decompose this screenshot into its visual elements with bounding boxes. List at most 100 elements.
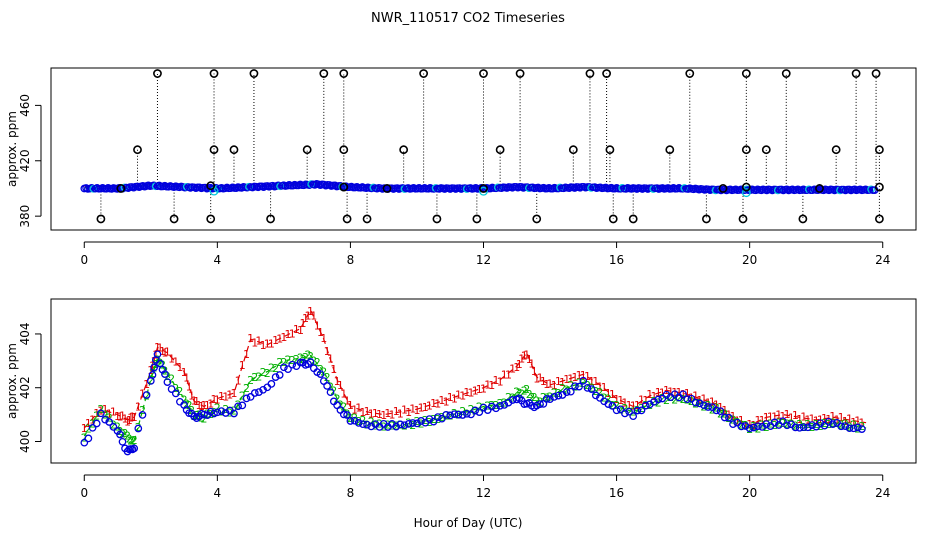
- bottom-series-1-point: 1: [746, 418, 753, 431]
- bottom-series-1-point: 1: [196, 399, 203, 412]
- bottom-series-2-point: 2: [730, 414, 737, 427]
- bottom-series-1-point: 1: [124, 416, 131, 429]
- bottom-series-1-point: 1: [713, 398, 720, 411]
- top-x-tick-label: 16: [609, 253, 624, 267]
- bottom-series-3-point: [354, 419, 363, 427]
- bottom-series-1-point: 1: [368, 407, 375, 420]
- bottom-series-2-point: 2: [642, 399, 649, 412]
- bottom-series-3-point: [116, 430, 124, 439]
- bottom-series-2-point: 2: [255, 371, 262, 384]
- bottom-series-1-point: 1: [364, 405, 371, 418]
- bottom-series-2-point: 2: [455, 409, 462, 422]
- bottom-series-3-point: [704, 403, 712, 411]
- top-x-tick-label: 12: [476, 253, 491, 267]
- bottom-series-2-point: 2: [251, 371, 258, 384]
- top-outlier-point: [495, 145, 505, 155]
- top-outlier-point: [741, 69, 751, 78]
- top-outlier-point: [605, 145, 615, 155]
- bottom-series-3-point: [853, 423, 862, 432]
- bottom-series-2-point: 2: [596, 386, 603, 399]
- bottom-series-2-point: 2: [759, 418, 766, 431]
- bottom-series-3-point: [271, 373, 280, 381]
- bottom-series-1-point: 1: [164, 346, 171, 359]
- bottom-series-1-point: 1: [85, 417, 92, 430]
- bottom-series-1-point: 1: [680, 388, 687, 401]
- bottom-series-1-point: 1: [784, 408, 791, 421]
- top-outlier-point: [432, 214, 442, 224]
- bottom-series-3-point: [824, 417, 833, 426]
- bottom-series-2-point: 2: [531, 391, 538, 404]
- top-x-tick-label: 8: [347, 253, 355, 267]
- bottom-series-2-point: 2: [476, 401, 483, 414]
- bottom-series-2-point: 2: [705, 399, 712, 412]
- bottom-series-2-line: [83, 354, 867, 443]
- bottom-series-3-point: [450, 410, 459, 419]
- bottom-series-1-point: 1: [302, 312, 309, 325]
- bottom-series-1-point: 1: [484, 379, 491, 392]
- top-outlier-point: [718, 184, 728, 193]
- bottom-series-1-point: 1: [796, 413, 803, 426]
- top-outlier-point: [761, 145, 771, 155]
- bottom-x-axis: 0 4 8 12 16 20 24: [80, 474, 890, 500]
- bottom-series-1-point: 1: [476, 383, 483, 396]
- bottom-series-1-point: 1: [821, 412, 828, 425]
- bottom-series-1-point: 1: [763, 411, 770, 424]
- top-outlier-point: [302, 145, 312, 155]
- bottom-series-1-point: 1: [497, 375, 504, 388]
- bottom-series-3-point: [571, 382, 579, 391]
- bottom-series-2-point: 2: [468, 403, 475, 416]
- bottom-series-2-point: 2: [638, 402, 645, 415]
- bottom-series-1-point: 1: [725, 409, 732, 422]
- bottom-series-2-point: 2: [302, 351, 309, 364]
- bottom-series-2-point: 2: [181, 394, 188, 407]
- bottom-series-2-point: 2: [430, 413, 437, 426]
- bottom-series-2-point: 2: [110, 419, 117, 432]
- bottom-series-3-point: [858, 425, 866, 433]
- top-x-tick-label: 20: [742, 253, 757, 267]
- bottom-series-1-point: 1: [239, 359, 246, 372]
- bottom-series-3-point: [109, 423, 118, 431]
- top-outlier-point: [153, 69, 162, 78]
- bottom-series-3-point: [392, 422, 401, 431]
- bottom-series-3-point: [246, 393, 255, 401]
- bottom-series-3-point: [217, 407, 226, 415]
- bottom-series-2-point: 2: [414, 415, 421, 428]
- bottom-series-1-point: 1: [842, 415, 849, 428]
- bottom-series-3-point: [650, 397, 658, 406]
- bottom-series-1-point: 1: [688, 391, 695, 404]
- bottom-series-3-point: [816, 419, 825, 428]
- bottom-series-1-point: 1: [81, 422, 88, 435]
- bottom-series-1-point: 1: [626, 399, 633, 412]
- bottom-series-1-point: 1: [551, 379, 558, 392]
- top-outlier-point: [339, 182, 349, 192]
- top-outlier-point: [339, 69, 349, 78]
- bottom-series-2-point: 2: [463, 408, 470, 421]
- top-outlier-point: [798, 214, 808, 224]
- bottom-series-1-point: 1: [152, 349, 159, 362]
- bottom-series-1-point: 1: [307, 305, 314, 318]
- top-outlier-point: [472, 214, 482, 224]
- bottom-series-1-point: 1: [147, 364, 154, 377]
- bottom-series-3-point: [629, 412, 638, 421]
- bottom-series-1-point: 1: [340, 388, 347, 401]
- bottom-series-1-point: 1: [605, 387, 612, 400]
- bottom-series-3-point: [554, 391, 563, 400]
- top-x-tick-label: 4: [214, 253, 222, 267]
- top-outlier-point: [741, 145, 751, 155]
- bottom-y-tick-label: 402: [18, 376, 32, 399]
- bottom-series-1-point: 1: [264, 338, 271, 351]
- bottom-series-3-point: [346, 417, 355, 425]
- bottom-series-3-point: [808, 421, 816, 429]
- bottom-series-1-point: 1: [621, 396, 628, 409]
- bottom-series-1-point: 1: [161, 347, 168, 360]
- bottom-series-1-point: 1: [201, 399, 208, 412]
- bottom-series-3-point: [725, 413, 733, 422]
- bottom-series-1-point: 1: [468, 386, 475, 399]
- bottom-series-3-point: [845, 424, 854, 433]
- bottom-series-1-point: 1: [135, 400, 142, 413]
- bottom-series-3-point: [442, 410, 450, 419]
- bottom-series-3-point: [275, 371, 284, 379]
- bottom-series-1-point: 1: [235, 374, 242, 387]
- bottom-data-marks: 1111111111111111111111111111111111111111…: [80, 305, 867, 456]
- bottom-series-3-point: [446, 411, 455, 420]
